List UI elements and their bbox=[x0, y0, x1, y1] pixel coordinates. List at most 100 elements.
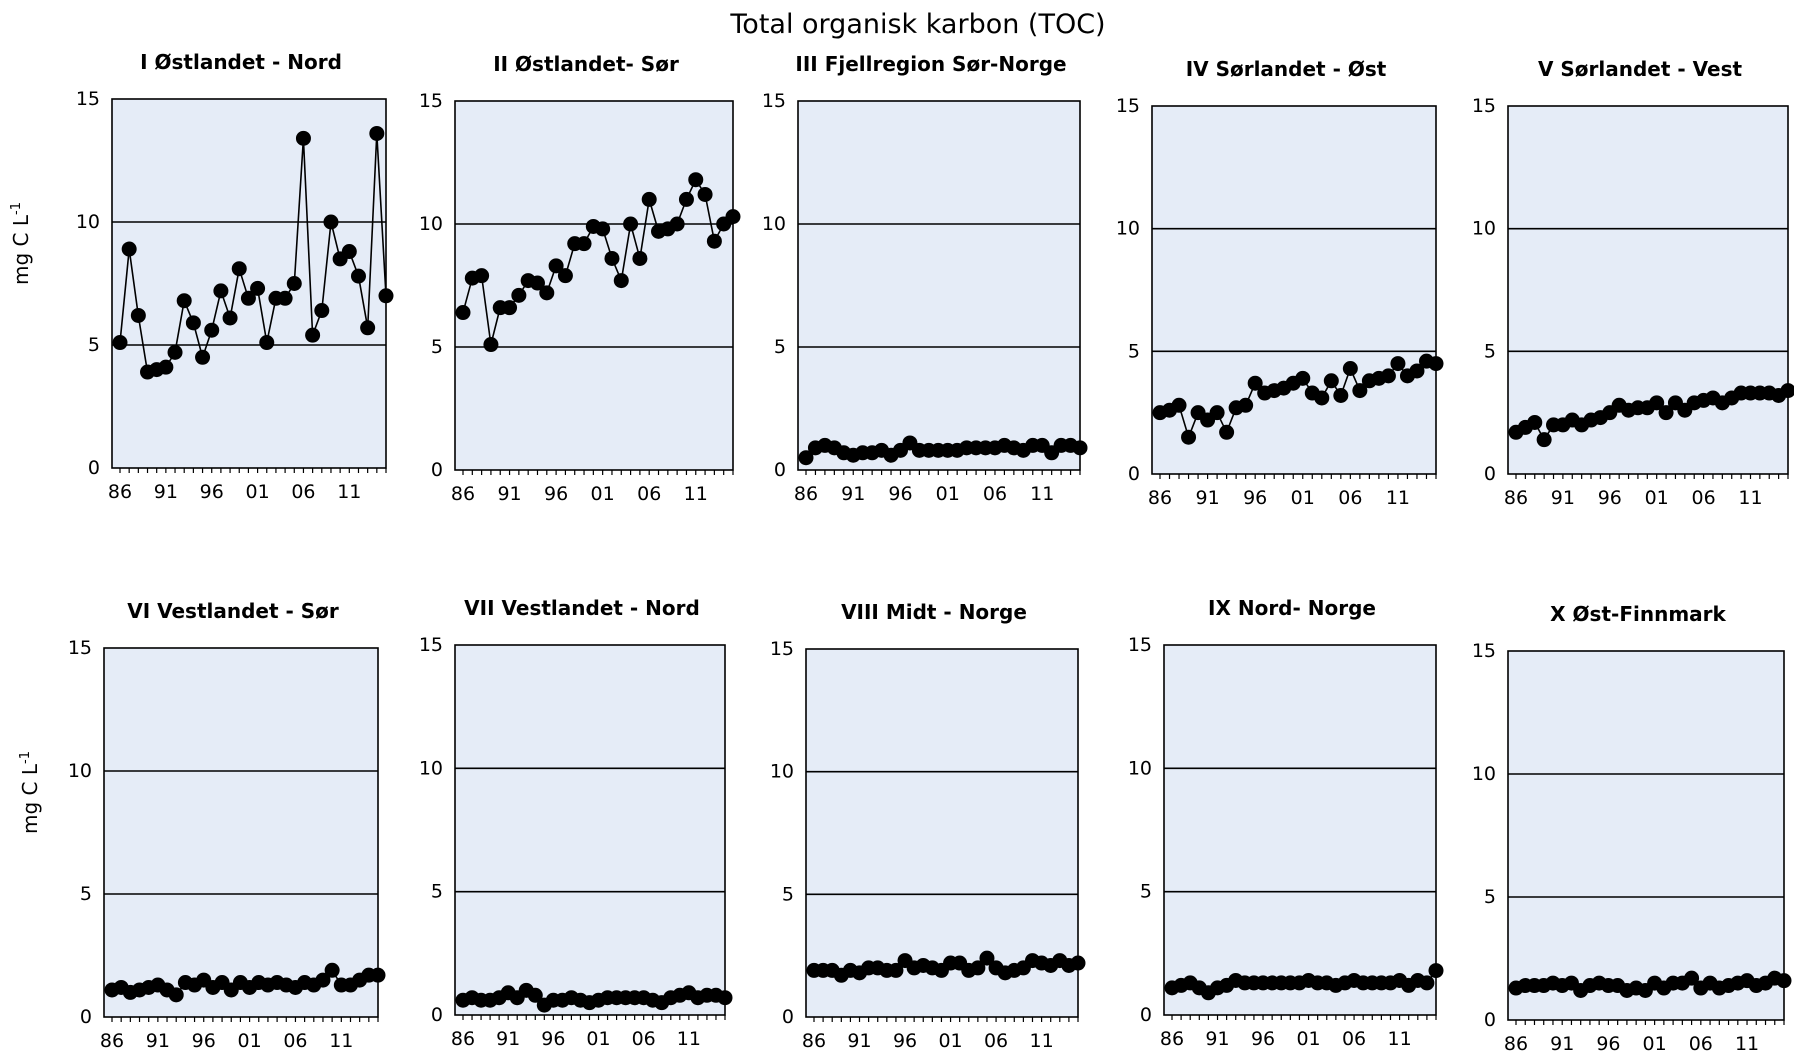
x-tick-label: 91 bbox=[1205, 1028, 1229, 1050]
panel-title: IV Sørlandet - Øst bbox=[1186, 57, 1387, 81]
data-point bbox=[455, 305, 471, 321]
y-tick-label: 0 bbox=[431, 459, 443, 481]
y-tick-label: 15 bbox=[76, 88, 100, 110]
panel-title: I Østlandet - Nord bbox=[140, 50, 342, 74]
y-tick-label: 5 bbox=[1484, 886, 1496, 908]
x-tick-label: 91 bbox=[1550, 1033, 1574, 1055]
x-tick-label: 11 bbox=[677, 1028, 701, 1050]
data-point bbox=[1780, 383, 1794, 399]
x-tick-label: 01 bbox=[591, 483, 615, 505]
y-tick-label: 5 bbox=[80, 883, 92, 905]
plot-area bbox=[112, 99, 386, 468]
y-tick-label: 5 bbox=[1128, 340, 1140, 362]
data-point bbox=[604, 250, 620, 266]
panel-title: VII Vestlandet - Nord bbox=[464, 596, 700, 620]
data-point bbox=[1419, 975, 1435, 991]
data-point bbox=[378, 288, 394, 304]
y-tick-label: 5 bbox=[431, 336, 443, 358]
data-point bbox=[717, 990, 733, 1006]
y-tick-label: 0 bbox=[782, 1006, 794, 1028]
data-point bbox=[305, 327, 321, 343]
data-point bbox=[121, 241, 137, 257]
x-tick-label: 96 bbox=[200, 481, 224, 503]
data-point bbox=[369, 125, 385, 141]
x-tick-label: 06 bbox=[1691, 487, 1715, 509]
data-point bbox=[888, 962, 904, 978]
data-point bbox=[295, 130, 311, 146]
data-point bbox=[1295, 370, 1311, 386]
data-point bbox=[1323, 373, 1339, 389]
data-point bbox=[250, 280, 266, 296]
x-tick-label: 01 bbox=[938, 1030, 962, 1052]
x-tick-label: 01 bbox=[1643, 1033, 1667, 1055]
plot-frame bbox=[1151, 105, 1437, 475]
x-tick-label: 11 bbox=[1735, 1033, 1759, 1055]
y-axis-label: mg C L-1 bbox=[18, 751, 42, 834]
y-tick-label: 10 bbox=[68, 760, 92, 782]
y-tick-label: 10 bbox=[419, 757, 443, 779]
x-tick-label: 01 bbox=[237, 1030, 261, 1052]
data-point bbox=[1649, 395, 1665, 411]
panel-7: 0 5 10 15 86 91 96 01 06 11 VII Vestlandet - Nord bbox=[419, 596, 733, 1050]
data-point bbox=[323, 214, 339, 230]
y-tick-label: 5 bbox=[1484, 340, 1496, 362]
x-tick-label: 06 bbox=[984, 1030, 1008, 1052]
data-point bbox=[315, 972, 331, 988]
x-tick-label: 86 bbox=[1148, 487, 1172, 509]
x-tick-label: 96 bbox=[541, 1028, 565, 1050]
panel-title: II Østlandet- Sør bbox=[493, 52, 679, 76]
panel-title: III Fjellregion Sør-Norge bbox=[795, 52, 1066, 76]
x-tick-label: 96 bbox=[1598, 487, 1622, 509]
data-point bbox=[1380, 368, 1396, 384]
y-tick-label: 10 bbox=[1128, 757, 1152, 779]
data-point bbox=[1072, 440, 1088, 456]
panel-title: VIII Midt - Norge bbox=[841, 600, 1027, 624]
data-point bbox=[158, 359, 174, 375]
y-tick-label: 10 bbox=[76, 211, 100, 233]
y-axis-label: mg C L-1 bbox=[9, 202, 33, 285]
data-point bbox=[641, 191, 657, 207]
data-point bbox=[1776, 973, 1792, 989]
y-tick-label: 0 bbox=[88, 457, 100, 479]
data-point bbox=[1181, 429, 1197, 445]
panel-title: V Sørlandet - Vest bbox=[1538, 57, 1743, 81]
x-tick-label: 96 bbox=[544, 483, 568, 505]
data-point bbox=[286, 276, 302, 291]
y-tick-label: 0 bbox=[1484, 463, 1496, 485]
data-point bbox=[557, 268, 573, 284]
y-tick-label: 5 bbox=[774, 336, 786, 358]
x-tick-label: 11 bbox=[1386, 487, 1410, 509]
data-point bbox=[632, 250, 648, 266]
data-point bbox=[1352, 383, 1368, 399]
chart-panels: 0 5 10 15 86 91 96 01 06 11 I Østlandet - Nord mg C… bbox=[9, 50, 1794, 1055]
y-tick-label: 5 bbox=[88, 334, 100, 356]
panel-title: IX Nord- Norge bbox=[1208, 596, 1376, 620]
panel-title: X Øst-Finnmark bbox=[1550, 602, 1726, 626]
y-tick-label: 15 bbox=[419, 634, 443, 656]
data-point bbox=[231, 261, 247, 277]
x-tick-label: 06 bbox=[983, 483, 1007, 505]
x-tick-label: 91 bbox=[497, 483, 521, 505]
x-tick-label: 06 bbox=[1342, 1028, 1366, 1050]
y-tick-label: 0 bbox=[431, 1004, 443, 1026]
y-tick-label: 15 bbox=[1128, 634, 1152, 656]
plot-area bbox=[798, 101, 1080, 470]
y-tick-label: 5 bbox=[782, 883, 794, 905]
data-point bbox=[725, 209, 741, 225]
panel-8: 0 5 10 15 86 91 96 01 06 11 VIII Midt - Norge bbox=[770, 600, 1086, 1052]
panel-6: 0 5 10 15 86 91 96 01 06 11 VI Vestlandet - Sør mg … bbox=[18, 599, 386, 1052]
x-tick-label: 91 bbox=[841, 483, 865, 505]
data-point bbox=[539, 285, 555, 301]
y-tick-label: 5 bbox=[431, 881, 443, 903]
y-tick-label: 15 bbox=[770, 638, 794, 660]
y-tick-label: 0 bbox=[774, 459, 786, 481]
data-point bbox=[1314, 390, 1330, 406]
plot-frame bbox=[1507, 105, 1789, 475]
x-tick-label: 86 bbox=[1504, 1033, 1528, 1055]
x-tick-label: 96 bbox=[893, 1030, 917, 1052]
x-tick-label: 91 bbox=[154, 481, 178, 503]
data-point bbox=[529, 275, 545, 291]
x-tick-label: 06 bbox=[291, 481, 315, 503]
x-tick-label: 96 bbox=[1596, 1033, 1620, 1055]
x-tick-label: 86 bbox=[108, 481, 132, 503]
